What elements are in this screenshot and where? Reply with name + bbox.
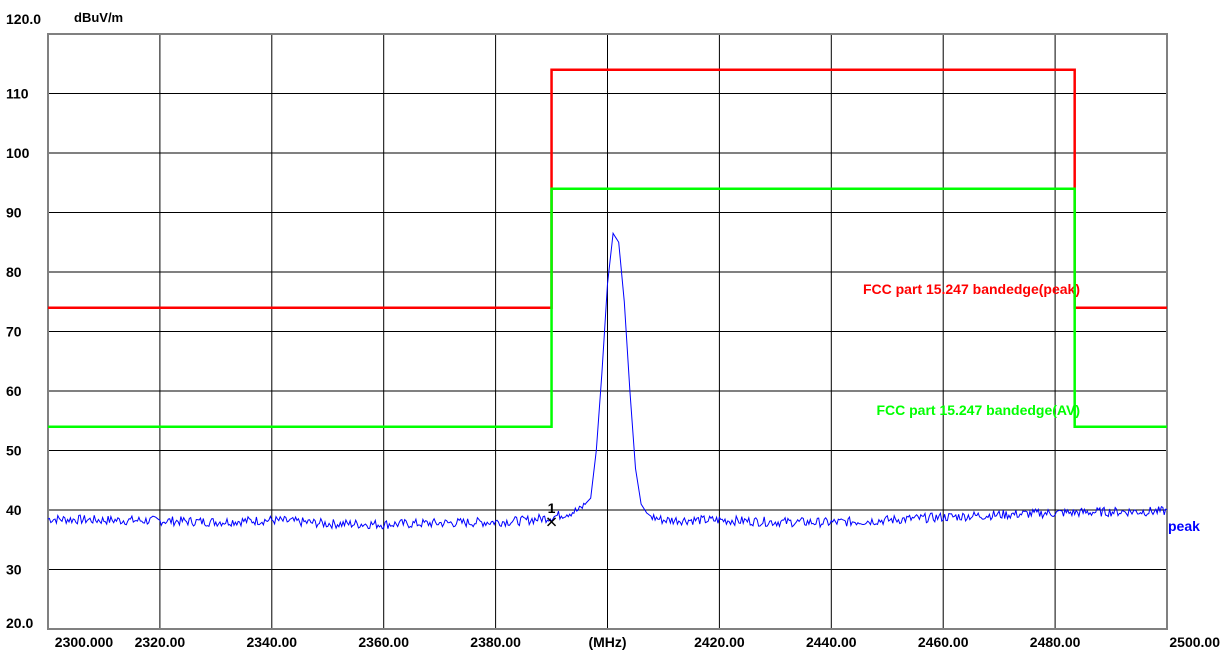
x-tick-label: (MHz) bbox=[588, 634, 626, 650]
marker-label: 1 bbox=[548, 500, 556, 516]
y-tick-label: 80 bbox=[6, 264, 22, 280]
x-tick-label: 2440.00 bbox=[806, 634, 857, 650]
av-limit-line bbox=[48, 187, 1167, 428]
peak-limit-line bbox=[48, 68, 1167, 309]
y-tick-label: 110 bbox=[6, 86, 29, 102]
y-tick-label: 120.0 bbox=[6, 11, 41, 27]
y-tick-labels: 120.0 110 100 90 80 70 60 50 40 30 20.0 bbox=[6, 11, 41, 631]
y-tick-label: 20.0 bbox=[6, 615, 33, 631]
x-tick-label: 2500.00 bbox=[1169, 634, 1220, 650]
y-tick-label: 90 bbox=[6, 205, 22, 221]
x-tick-labels: 2300.000 2320.00 2340.00 2360.00 2380.00 (MHz… bbox=[55, 634, 1220, 650]
peak-limit-label: FCC part 15.247 bandedge(peak) bbox=[863, 281, 1080, 297]
x-tick-label: 2420.00 bbox=[694, 634, 745, 650]
y-axis-unit: dBuV/m bbox=[74, 10, 123, 25]
x-tick-label: 2300.000 bbox=[55, 634, 114, 650]
x-tick-label: 2460.00 bbox=[918, 634, 969, 650]
y-tick-label: 70 bbox=[6, 324, 22, 340]
plot-frame bbox=[47, 33, 1168, 630]
peak-trace-line bbox=[47, 231, 1168, 530]
x-tick-label: 2480.00 bbox=[1030, 634, 1081, 650]
markers: 1 bbox=[547, 500, 557, 527]
grid-lines bbox=[48, 34, 1167, 629]
x-tick-label: 2320.00 bbox=[135, 634, 186, 650]
y-tick-label: 100 bbox=[6, 145, 30, 161]
marker-point: 1 bbox=[547, 500, 557, 527]
y-tick-label: 30 bbox=[6, 562, 22, 578]
trace-label: peak bbox=[1168, 518, 1200, 534]
y-tick-label: 40 bbox=[6, 502, 22, 518]
limit-lines: FCC part 15.247 bandedge(peak) FCC part 1… bbox=[48, 68, 1167, 428]
marker-x-stroke bbox=[547, 517, 557, 527]
x-tick-label: 2340.00 bbox=[246, 634, 297, 650]
x-tick-label: 2360.00 bbox=[358, 634, 409, 650]
y-tick-label: 60 bbox=[6, 383, 22, 399]
trace-lines: peak bbox=[47, 231, 1200, 534]
x-tick-label: 2380.00 bbox=[470, 634, 521, 650]
y-tick-label: 50 bbox=[6, 443, 22, 459]
av-limit-label: FCC part 15.247 bandedge(AV) bbox=[876, 402, 1080, 418]
